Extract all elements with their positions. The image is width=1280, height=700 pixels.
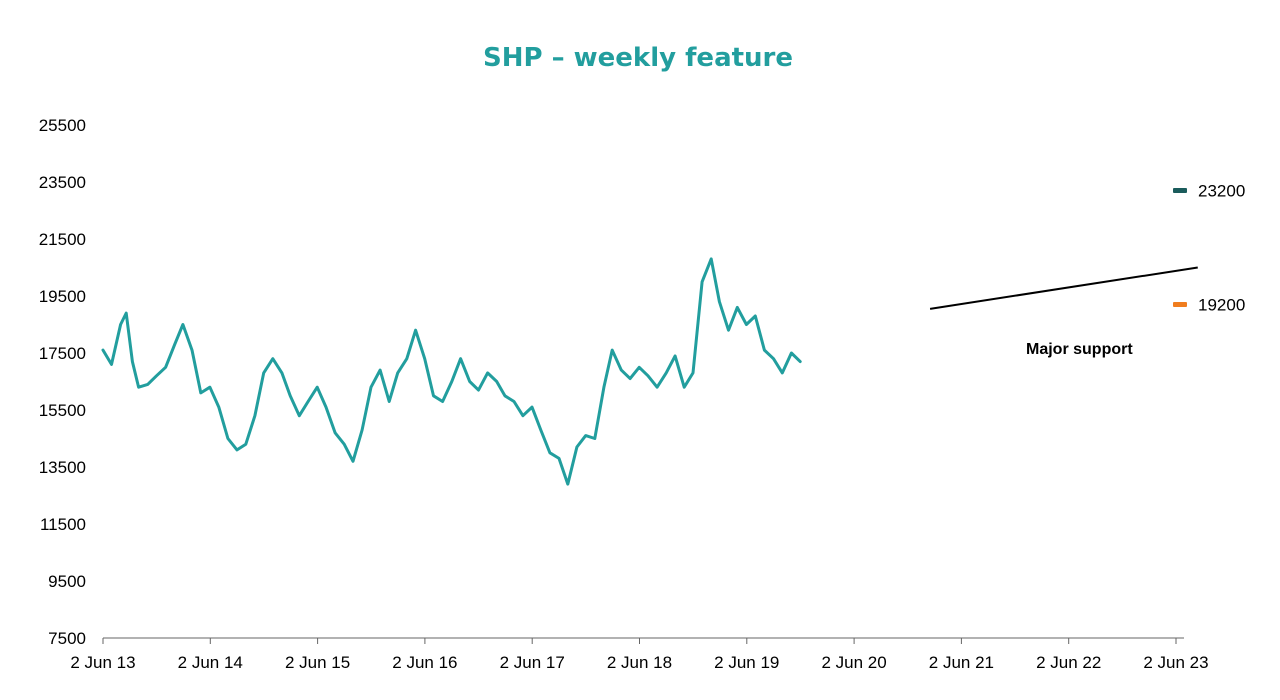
x-tick-label: 2 Jun 19	[714, 653, 779, 672]
price-series-line	[101, 257, 802, 486]
support-annotation: Major support	[1026, 341, 1133, 358]
y-tick-label: 17500	[39, 344, 86, 363]
marker-layer: 23200 19200	[1173, 182, 1245, 315]
level-marker-label: 23200	[1198, 182, 1245, 201]
x-tick-label: 2 Jun 18	[607, 653, 672, 672]
y-tick-label: 19500	[39, 287, 86, 306]
y-tick-label: 7500	[48, 629, 86, 648]
y-tick-label: 25500	[39, 116, 86, 135]
x-tick-label: 2 Jun 21	[929, 653, 994, 672]
x-tick-label: 2 Jun 14	[178, 653, 243, 672]
x-tick-label: 2 Jun 20	[821, 653, 886, 672]
x-tick-label: 2 Jun 15	[285, 653, 350, 672]
level-marker-swatch	[1173, 302, 1187, 308]
level-marker-swatch	[1173, 188, 1187, 194]
x-axis: 2 Jun 13 2 Jun 14 2 Jun 15 2 Jun 16 2 Jun 17…	[70, 637, 1209, 672]
x-tick-label: 2 Jun 17	[500, 653, 565, 672]
y-tick-label: 21500	[39, 230, 86, 249]
x-tick-label: 2 Jun 22	[1036, 653, 1101, 672]
y-tick-label: 11500	[40, 515, 86, 534]
support-trend-line	[929, 266, 1198, 310]
y-axis: 7500 9500 11500 13500 15500 17500 19500 21500 23…	[39, 116, 86, 648]
y-tick-label: 9500	[48, 572, 86, 591]
y-tick-label: 15500	[39, 401, 86, 420]
x-tick-label: 2 Jun 16	[392, 653, 457, 672]
y-tick-label: 13500	[39, 458, 86, 477]
series-layer	[101, 257, 802, 486]
level-marker-label: 19200	[1198, 296, 1245, 315]
y-tick-label: 23500	[39, 173, 86, 192]
x-tick-label: 2 Jun 13	[70, 653, 135, 672]
x-tick-label: 2 Jun 23	[1143, 653, 1208, 672]
chart-title: SHP – weekly feature	[483, 43, 793, 73]
annotation-layer: Major support	[929, 266, 1198, 358]
